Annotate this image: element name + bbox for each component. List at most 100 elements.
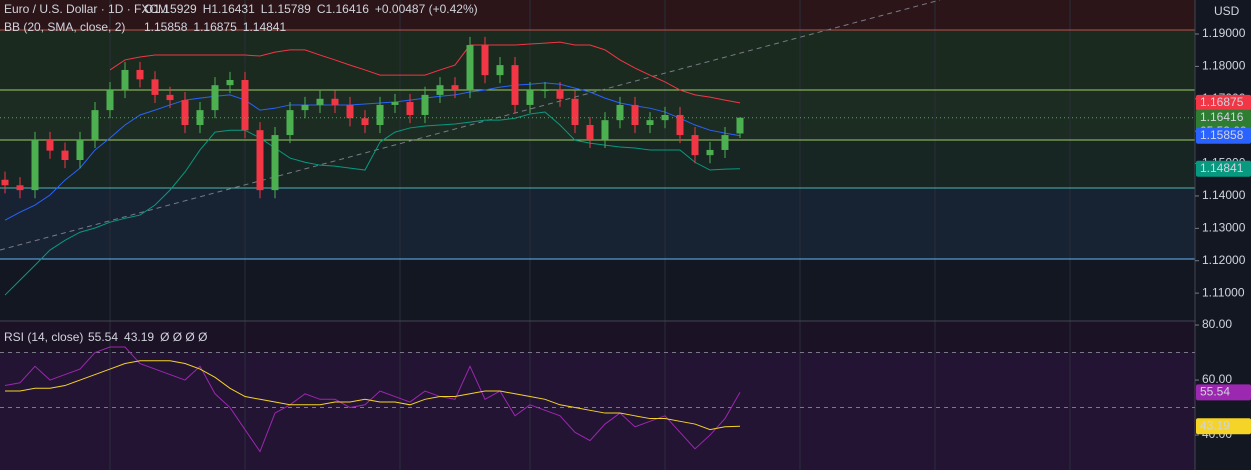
- candle-body: [721, 135, 729, 150]
- ohlc-value: +0.00487 (+0.42%): [375, 2, 478, 16]
- candle-body: [316, 98, 324, 105]
- line: [4, 82, 741, 221]
- rsi-band: [0, 352, 1195, 470]
- ohlc-value: H1.16431: [203, 2, 255, 16]
- candle-body: [691, 135, 699, 156]
- candle-body: [1, 179, 9, 186]
- line: [5, 360, 741, 431]
- candle-body: [91, 110, 99, 140]
- indicator-value: 43.19: [124, 330, 154, 344]
- indicator-value: 1.14841: [243, 20, 287, 34]
- candle-body: [31, 139, 39, 191]
- candle-body: [16, 185, 24, 191]
- candle-body: [166, 94, 174, 101]
- zone: [0, 90, 1195, 140]
- vertical-grid: [109, 0, 1071, 470]
- rsi-badge: [1196, 418, 1251, 435]
- candle-body: [136, 69, 144, 80]
- candle-body: [481, 45, 489, 76]
- candle-body: [361, 118, 369, 126]
- trend-line: [0, 0, 941, 251]
- candle-body: [541, 90, 549, 92]
- candle-body: [46, 139, 54, 151]
- candle-body: [676, 114, 684, 136]
- candle-body: [586, 125, 594, 140]
- zone: [0, 188, 1195, 259]
- rsi-badge-label: 55.54: [1200, 384, 1230, 398]
- lower-badge-label: 1.14841: [1200, 161, 1244, 175]
- basis-badge: [1196, 127, 1251, 144]
- line: [109, 41, 741, 104]
- candle-body: [181, 100, 189, 126]
- y-tick-label: 1.18000: [1202, 59, 1246, 73]
- candle-body: [391, 102, 399, 105]
- candle-body: [331, 98, 339, 105]
- zone: [0, 0, 1195, 30]
- candle-body: [226, 80, 234, 86]
- drawn-levels: [0, 0, 1195, 260]
- candle-body: [646, 120, 654, 126]
- axis: 1.110001.120001.130001.140001.150001.160…: [1195, 26, 1251, 441]
- candle-body: [241, 80, 249, 131]
- price-badge-label: 1.16416: [1200, 110, 1244, 124]
- candle-body: [706, 149, 714, 156]
- candle-body: [301, 104, 309, 111]
- candle-body: [346, 104, 354, 119]
- y-tick-label: 60.00: [1202, 372, 1232, 386]
- candle-body: [451, 85, 459, 91]
- candle-body: [286, 110, 294, 136]
- lower-badge: [1196, 160, 1251, 177]
- rsi-badge: [1196, 384, 1251, 401]
- indicator-value: 1.15858: [144, 20, 188, 34]
- candle-body: [256, 130, 264, 191]
- ohlc-value: O1.15929: [144, 2, 197, 16]
- candle-body: [271, 135, 279, 191]
- candle-body: [106, 90, 114, 111]
- candle-body: [601, 120, 609, 140]
- y-tick-label: 1.14000: [1202, 188, 1246, 202]
- line: [4, 111, 741, 296]
- candle-body: [616, 104, 624, 121]
- y-tick-label: 1.13000: [1202, 221, 1246, 235]
- indicator-value: 55.54: [88, 330, 118, 344]
- ohlc-value: L1.15789: [261, 2, 311, 16]
- line: [4, 346, 741, 453]
- indicator-extra: Ø Ø Ø Ø: [160, 330, 207, 344]
- zone: [0, 140, 1195, 188]
- currency: USD: [1214, 4, 1240, 18]
- legend: Euro / U.S. Dollar · 1D · FXCM BB (20, S…: [4, 2, 1240, 344]
- candle-body: [526, 90, 534, 105]
- indicator-label: RSI (14, close): [4, 330, 83, 344]
- candle-body: [211, 85, 219, 111]
- basis-badge-label: 1.15858: [1200, 128, 1244, 142]
- chart-title: Euro / U.S. Dollar · 1D · FXCM: [4, 2, 168, 16]
- candle-body: [121, 69, 129, 91]
- candle-body: [571, 98, 579, 126]
- candle-body: [436, 85, 444, 95]
- candle-body: [556, 90, 564, 99]
- upper-badge-label: 1.16875: [1200, 95, 1244, 109]
- candle-body: [421, 94, 429, 115]
- upper-badge: [1196, 94, 1251, 111]
- candle-body: [631, 104, 639, 126]
- candle-body: [376, 104, 384, 126]
- y-tick-label: 1.19000: [1202, 26, 1246, 40]
- ohlc-value: C1.16416: [317, 2, 369, 16]
- plot: [0, 36, 1195, 453]
- candle-body: [511, 65, 519, 105]
- zone: [0, 30, 1195, 90]
- y-tick-label: 80.00: [1202, 317, 1232, 331]
- rsi-badge-label: 43.19: [1200, 418, 1230, 432]
- candle-body: [61, 150, 69, 160]
- candle-body: [76, 139, 84, 160]
- candle-body: [736, 117, 744, 134]
- indicator-label: BB (20, SMA, close, 2): [4, 20, 125, 34]
- candle-body: [466, 45, 474, 91]
- candle-body: [496, 65, 504, 76]
- candle-body: [406, 102, 414, 115]
- y-tick-label: 1.12000: [1202, 253, 1246, 267]
- indicator-value: 1.16875: [193, 20, 237, 34]
- candle-body: [151, 79, 159, 95]
